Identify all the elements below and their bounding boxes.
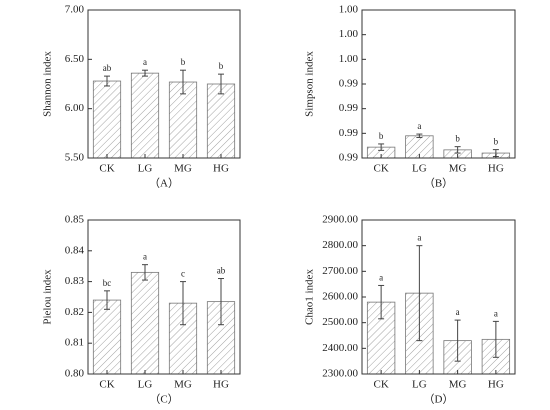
- panel-caption: （D）: [424, 393, 454, 406]
- significance-label: ab: [103, 63, 112, 73]
- y-tick-label: 6.50: [65, 53, 85, 65]
- x-tick-label: LG: [412, 163, 427, 175]
- y-tick-label: 0.85: [65, 214, 85, 226]
- y-tick-label: 6.00: [65, 102, 85, 114]
- significance-label: a: [417, 233, 421, 243]
- significance-label: b: [379, 131, 384, 141]
- x-tick-label: CK: [373, 163, 388, 175]
- y-tick-label: 1.00: [339, 53, 359, 65]
- bar: [92, 80, 122, 159]
- plot-frame: [361, 219, 516, 375]
- y-tick-label: 0.84: [65, 244, 85, 256]
- bar: [130, 271, 160, 375]
- plot-frame: [87, 9, 241, 159]
- significance-label: b: [494, 137, 499, 147]
- significance-label: a: [143, 252, 147, 262]
- y-axis-label: Shannon index: [42, 51, 54, 117]
- x-tick-label: CK: [99, 163, 114, 175]
- significance-label: a: [494, 308, 498, 318]
- y-tick-label: 0.81: [65, 337, 84, 349]
- significance-label: b: [455, 134, 460, 144]
- bar: [206, 83, 236, 159]
- y-tick-label: 2800.00: [322, 239, 358, 251]
- y-axis-label: Chao1 index: [304, 269, 316, 325]
- significance-label: a: [379, 273, 383, 283]
- significance-label: a: [417, 121, 421, 131]
- x-tick-label: HG: [488, 379, 504, 391]
- significance-label: c: [181, 269, 185, 279]
- y-axis-label: Simpson index: [304, 51, 316, 117]
- y-tick-label: 0.99: [339, 152, 359, 164]
- y-tick-label: 0.80: [65, 368, 85, 380]
- x-tick-label: MG: [174, 379, 192, 391]
- y-tick-label: 2600.00: [322, 291, 358, 303]
- y-tick-label: 2900.00: [322, 214, 358, 226]
- panel-caption: （C）: [149, 393, 178, 406]
- y-tick-label: 1.00: [339, 4, 359, 16]
- bar: [92, 299, 122, 375]
- y-tick-label: 2700.00: [322, 265, 358, 277]
- x-tick-label: HG: [488, 163, 504, 175]
- significance-label: b: [219, 61, 224, 71]
- y-tick-label: 0.82: [65, 306, 84, 318]
- y-tick-label: 0.99: [339, 127, 359, 139]
- significance-label: bc: [103, 278, 112, 288]
- x-tick-label: LG: [412, 379, 427, 391]
- bar: [168, 81, 198, 159]
- significance-label: a: [456, 307, 460, 317]
- x-tick-label: CK: [373, 379, 388, 391]
- y-tick-label: 2300.00: [322, 368, 358, 380]
- panel-caption: （A）: [149, 177, 179, 190]
- x-tick-label: HG: [213, 379, 229, 391]
- x-tick-label: MG: [449, 163, 467, 175]
- x-tick-label: MG: [174, 163, 192, 175]
- significance-label: a: [143, 57, 147, 67]
- y-tick-label: 0.99: [339, 102, 359, 114]
- plot-frame: [87, 219, 241, 375]
- y-tick-label: 0.83: [65, 275, 85, 287]
- y-tick-label: 1.00: [339, 28, 359, 40]
- y-tick-label: 7.00: [65, 4, 85, 16]
- panel-caption: （B）: [424, 177, 453, 190]
- x-tick-label: LG: [138, 163, 153, 175]
- y-axis-label: Pielou index: [42, 269, 54, 325]
- x-tick-label: CK: [99, 379, 114, 391]
- y-tick-label: 2400.00: [322, 342, 358, 354]
- bar: [130, 72, 160, 159]
- y-tick-label: 5.50: [65, 152, 85, 164]
- x-tick-label: LG: [138, 379, 153, 391]
- significance-label: ab: [217, 266, 226, 276]
- plot-frame: [361, 9, 516, 159]
- significance-label: b: [181, 57, 186, 67]
- x-tick-label: MG: [449, 379, 467, 391]
- y-tick-label: 0.99: [339, 78, 359, 90]
- y-tick-label: 2500.00: [322, 316, 358, 328]
- x-tick-label: HG: [213, 163, 229, 175]
